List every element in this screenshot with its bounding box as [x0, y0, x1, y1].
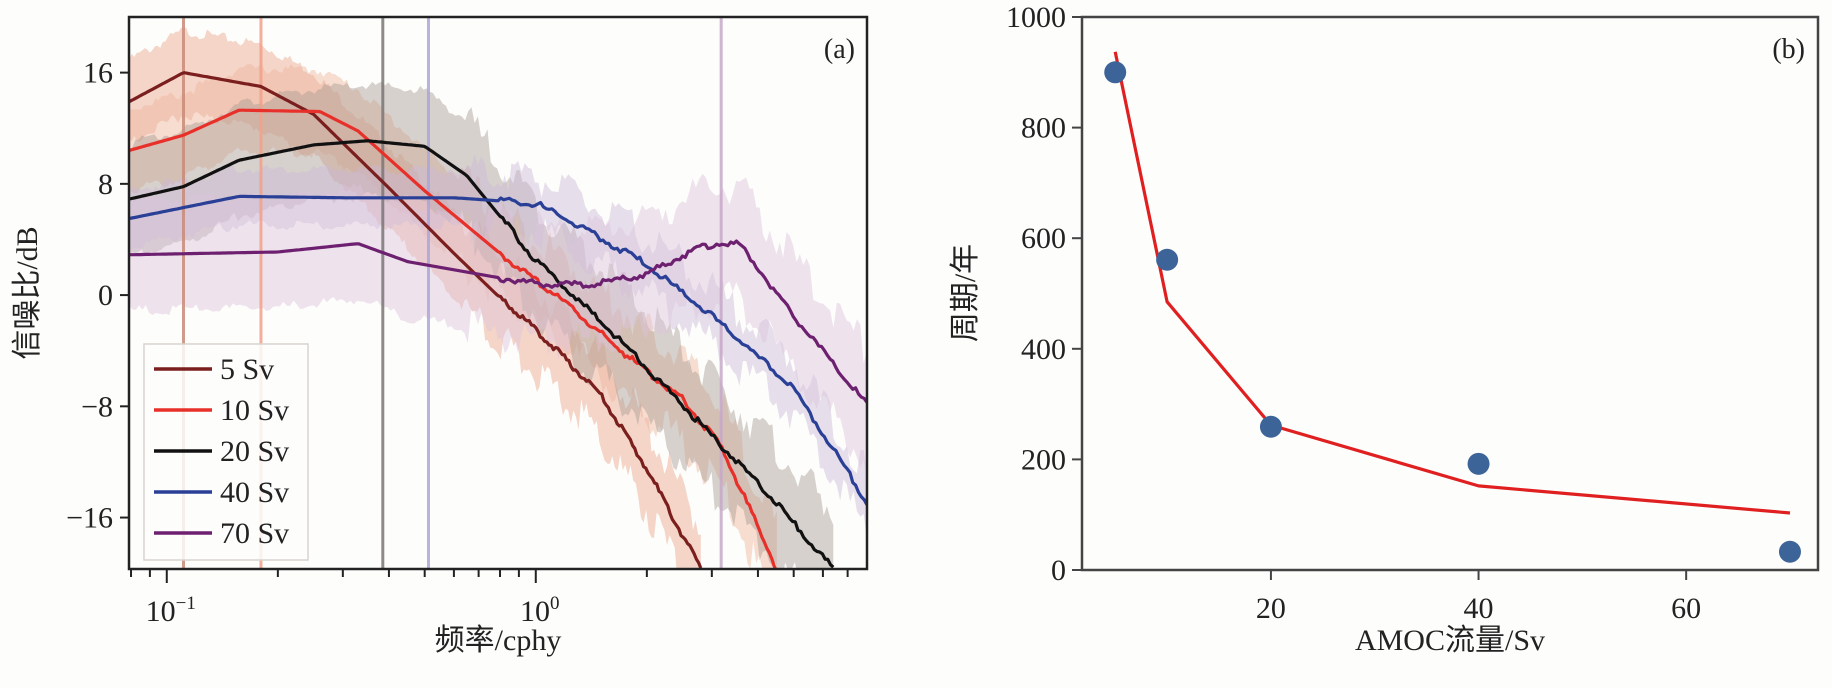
panel-a-x-ticks: 10−1 100 — [130, 569, 849, 628]
y-tick-label: 600 — [1021, 222, 1066, 255]
series-line-40sv — [129, 194, 867, 506]
y-tick-label: 1000 — [1006, 1, 1066, 34]
x-tick-label: 40 — [1464, 592, 1494, 625]
legend-entry-label: 10 Sv — [220, 394, 289, 427]
panel-b-frame — [1080, 15, 1820, 572]
tick-base: 10 — [520, 595, 550, 628]
scatter-point-20sv — [1259, 415, 1282, 438]
panel-b-y-axis-label: 周期/年 — [949, 244, 982, 342]
legend-entry-label: 20 Sv — [220, 435, 289, 468]
y-tick-label: −16 — [66, 502, 113, 535]
band-5sv — [129, 27, 701, 569]
y-tick-label: 400 — [1021, 333, 1066, 366]
panel-a-x-axis-label: 频率/cphy — [435, 624, 562, 657]
y-tick-label: 0 — [1051, 554, 1066, 587]
legend-entry-label: 40 Sv — [220, 476, 289, 509]
legend-entry-label: 70 Sv — [220, 517, 289, 550]
band-10sv — [129, 63, 777, 569]
band-20sv — [129, 81, 834, 569]
panel-b-x-axis-label: AMOC流量/Sv — [1355, 624, 1545, 657]
series-line-70sv — [129, 239, 867, 404]
panel-a-label: (a) — [824, 34, 855, 65]
y-tick-label: 800 — [1021, 112, 1066, 145]
panel-a-series-lines — [129, 71, 867, 569]
panel-a-legend: 5 Sv 10 Sv 20 Sv 40 Sv 70 Sv — [143, 343, 309, 561]
x-tick-label: 60 — [1671, 592, 1701, 625]
y-tick-label: 0 — [98, 279, 113, 312]
panel-a-frame — [127, 15, 869, 571]
series-line-5sv — [129, 71, 703, 569]
panel-b-scatter-points — [1104, 61, 1801, 563]
scatter-point-70sv — [1778, 540, 1801, 563]
scatter-point-40sv — [1467, 452, 1490, 475]
panel-a-y-ticks: −16 −8 0 8 16 — [66, 57, 129, 535]
tick-exponent: −1 — [176, 593, 196, 614]
legend-entry-label: 5 Sv — [220, 353, 274, 386]
scatter-point-10sv — [1156, 248, 1179, 271]
y-tick-label: −8 — [81, 390, 113, 423]
panel-b-plot-area — [1082, 17, 1818, 570]
panel-b-y-ticks: 0 200 400 600 800 1000 — [1006, 1, 1082, 587]
x-tick-label: 20 — [1256, 592, 1286, 625]
tick-exponent: 0 — [550, 593, 560, 614]
y-tick-label: 200 — [1021, 443, 1066, 476]
band-40sv — [129, 153, 867, 540]
y-tick-label: 8 — [98, 168, 113, 201]
tick-base: 10 — [146, 595, 176, 628]
panel-b-period-vs-amoc: 0 200 400 600 800 1000 20 40 60 (b) AMOC流量/Sv 周… — [949, 1, 1820, 657]
panel-b-label: (b) — [1772, 34, 1805, 65]
x-tick-label: 10−1 — [146, 593, 196, 628]
panel-a-y-axis-label: 信噪比/dB — [11, 226, 44, 359]
panel-b-x-ticks: 20 40 60 — [1256, 570, 1701, 625]
x-tick-label: 100 — [520, 593, 560, 628]
series-line-20sv — [129, 139, 835, 569]
y-tick-label: 16 — [83, 57, 113, 90]
scatter-point-5sv — [1104, 61, 1127, 84]
